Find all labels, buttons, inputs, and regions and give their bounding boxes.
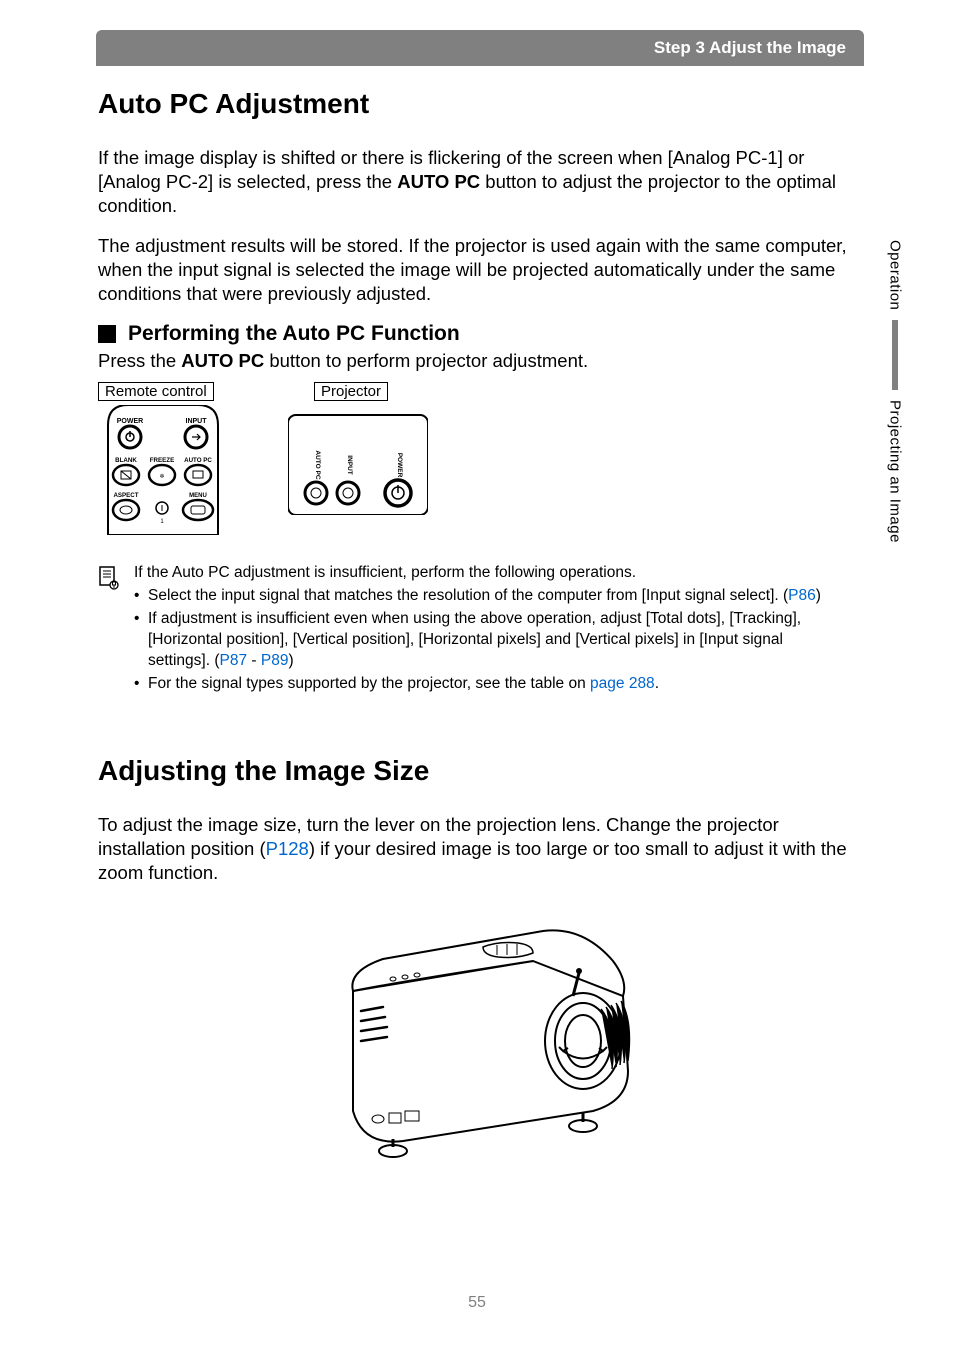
section-title-auto-pc: Auto PC Adjustment bbox=[98, 88, 848, 120]
svg-text:AUTO PC: AUTO PC bbox=[314, 451, 321, 480]
bold-text: AUTO PC bbox=[397, 171, 480, 192]
press-instruction: Press the AUTO PC button to perform proj… bbox=[98, 350, 848, 372]
remote-control-icon: POWER INPUT BLANK FREEZE AUTO PC ❄ bbox=[98, 405, 228, 535]
svg-text:ASPECT: ASPECT bbox=[113, 492, 138, 499]
image-size-para: To adjust the image size, turn the lever… bbox=[98, 813, 848, 885]
page-content: Auto PC Adjustment If the image display … bbox=[98, 88, 848, 1171]
svg-text:FREEZE: FREEZE bbox=[150, 457, 174, 464]
note-body: If the Auto PC adjustment is insufficien… bbox=[134, 563, 848, 695]
svg-text:INPUT: INPUT bbox=[346, 456, 353, 476]
svg-text:MENU: MENU bbox=[189, 493, 207, 499]
side-text-operation: Operation bbox=[887, 240, 904, 310]
svg-text:❄: ❄ bbox=[159, 473, 164, 480]
link-p89[interactable]: P89 bbox=[261, 652, 289, 669]
projector-block: Projector AUTO PC INPUT POWER bbox=[288, 382, 428, 535]
projector-illustration-icon bbox=[283, 901, 663, 1171]
side-text-projecting: Projecting an Image bbox=[887, 400, 904, 543]
link-p86[interactable]: P86 bbox=[788, 587, 816, 604]
bold-text: AUTO PC bbox=[181, 350, 264, 371]
header-bar: Step 3 Adjust the Image bbox=[96, 30, 864, 66]
remote-control-block: Remote control POWER INPUT BLANK FREEZE … bbox=[98, 382, 228, 535]
text: . bbox=[655, 675, 659, 692]
note-item-3: For the signal types supported by the pr… bbox=[134, 674, 848, 695]
text: ) bbox=[288, 652, 293, 669]
text: ) bbox=[816, 587, 821, 604]
device-illustrations: Remote control POWER INPUT BLANK FREEZE … bbox=[98, 382, 848, 535]
subsection-title: Performing the Auto PC Function bbox=[128, 322, 460, 346]
bullet-square-icon bbox=[98, 325, 116, 343]
auto-pc-para2: The adjustment results will be stored. I… bbox=[98, 234, 848, 306]
link-p87[interactable]: P87 bbox=[220, 652, 248, 669]
text: For the signal types supported by the pr… bbox=[148, 675, 590, 692]
note-intro: If the Auto PC adjustment is insufficien… bbox=[134, 563, 848, 584]
note-item-2: If adjustment is insufficient even when … bbox=[134, 609, 848, 672]
auto-pc-para1: If the image display is shifted or there… bbox=[98, 146, 848, 218]
projector-panel-icon: AUTO PC INPUT POWER bbox=[288, 405, 428, 515]
side-tab: Operation Projecting an Image bbox=[884, 240, 906, 543]
side-divider bbox=[892, 320, 898, 390]
text: - bbox=[247, 652, 261, 669]
svg-text:INPUT: INPUT bbox=[186, 418, 208, 425]
header-title: Step 3 Adjust the Image bbox=[654, 38, 846, 58]
svg-text:BLANK: BLANK bbox=[115, 457, 137, 464]
text: Press the bbox=[98, 350, 181, 371]
text: button to perform projector adjustment. bbox=[264, 350, 588, 371]
subsection-heading: Performing the Auto PC Function bbox=[98, 322, 848, 346]
note-item-1: Select the input signal that matches the… bbox=[134, 586, 848, 607]
remote-control-label: Remote control bbox=[98, 382, 214, 401]
projector-label: Projector bbox=[314, 382, 388, 401]
text: Select the input signal that matches the… bbox=[148, 587, 788, 604]
link-p128[interactable]: P128 bbox=[266, 838, 309, 859]
svg-text:POWER: POWER bbox=[117, 418, 143, 425]
page-number: 55 bbox=[0, 1294, 954, 1312]
link-page288[interactable]: page 288 bbox=[590, 675, 655, 692]
note-icon bbox=[98, 565, 120, 591]
note-block: If the Auto PC adjustment is insufficien… bbox=[98, 563, 848, 695]
svg-text:POWER: POWER bbox=[396, 453, 403, 478]
section-title-image-size: Adjusting the Image Size bbox=[98, 755, 848, 787]
svg-text:AUTO PC: AUTO PC bbox=[184, 457, 212, 464]
